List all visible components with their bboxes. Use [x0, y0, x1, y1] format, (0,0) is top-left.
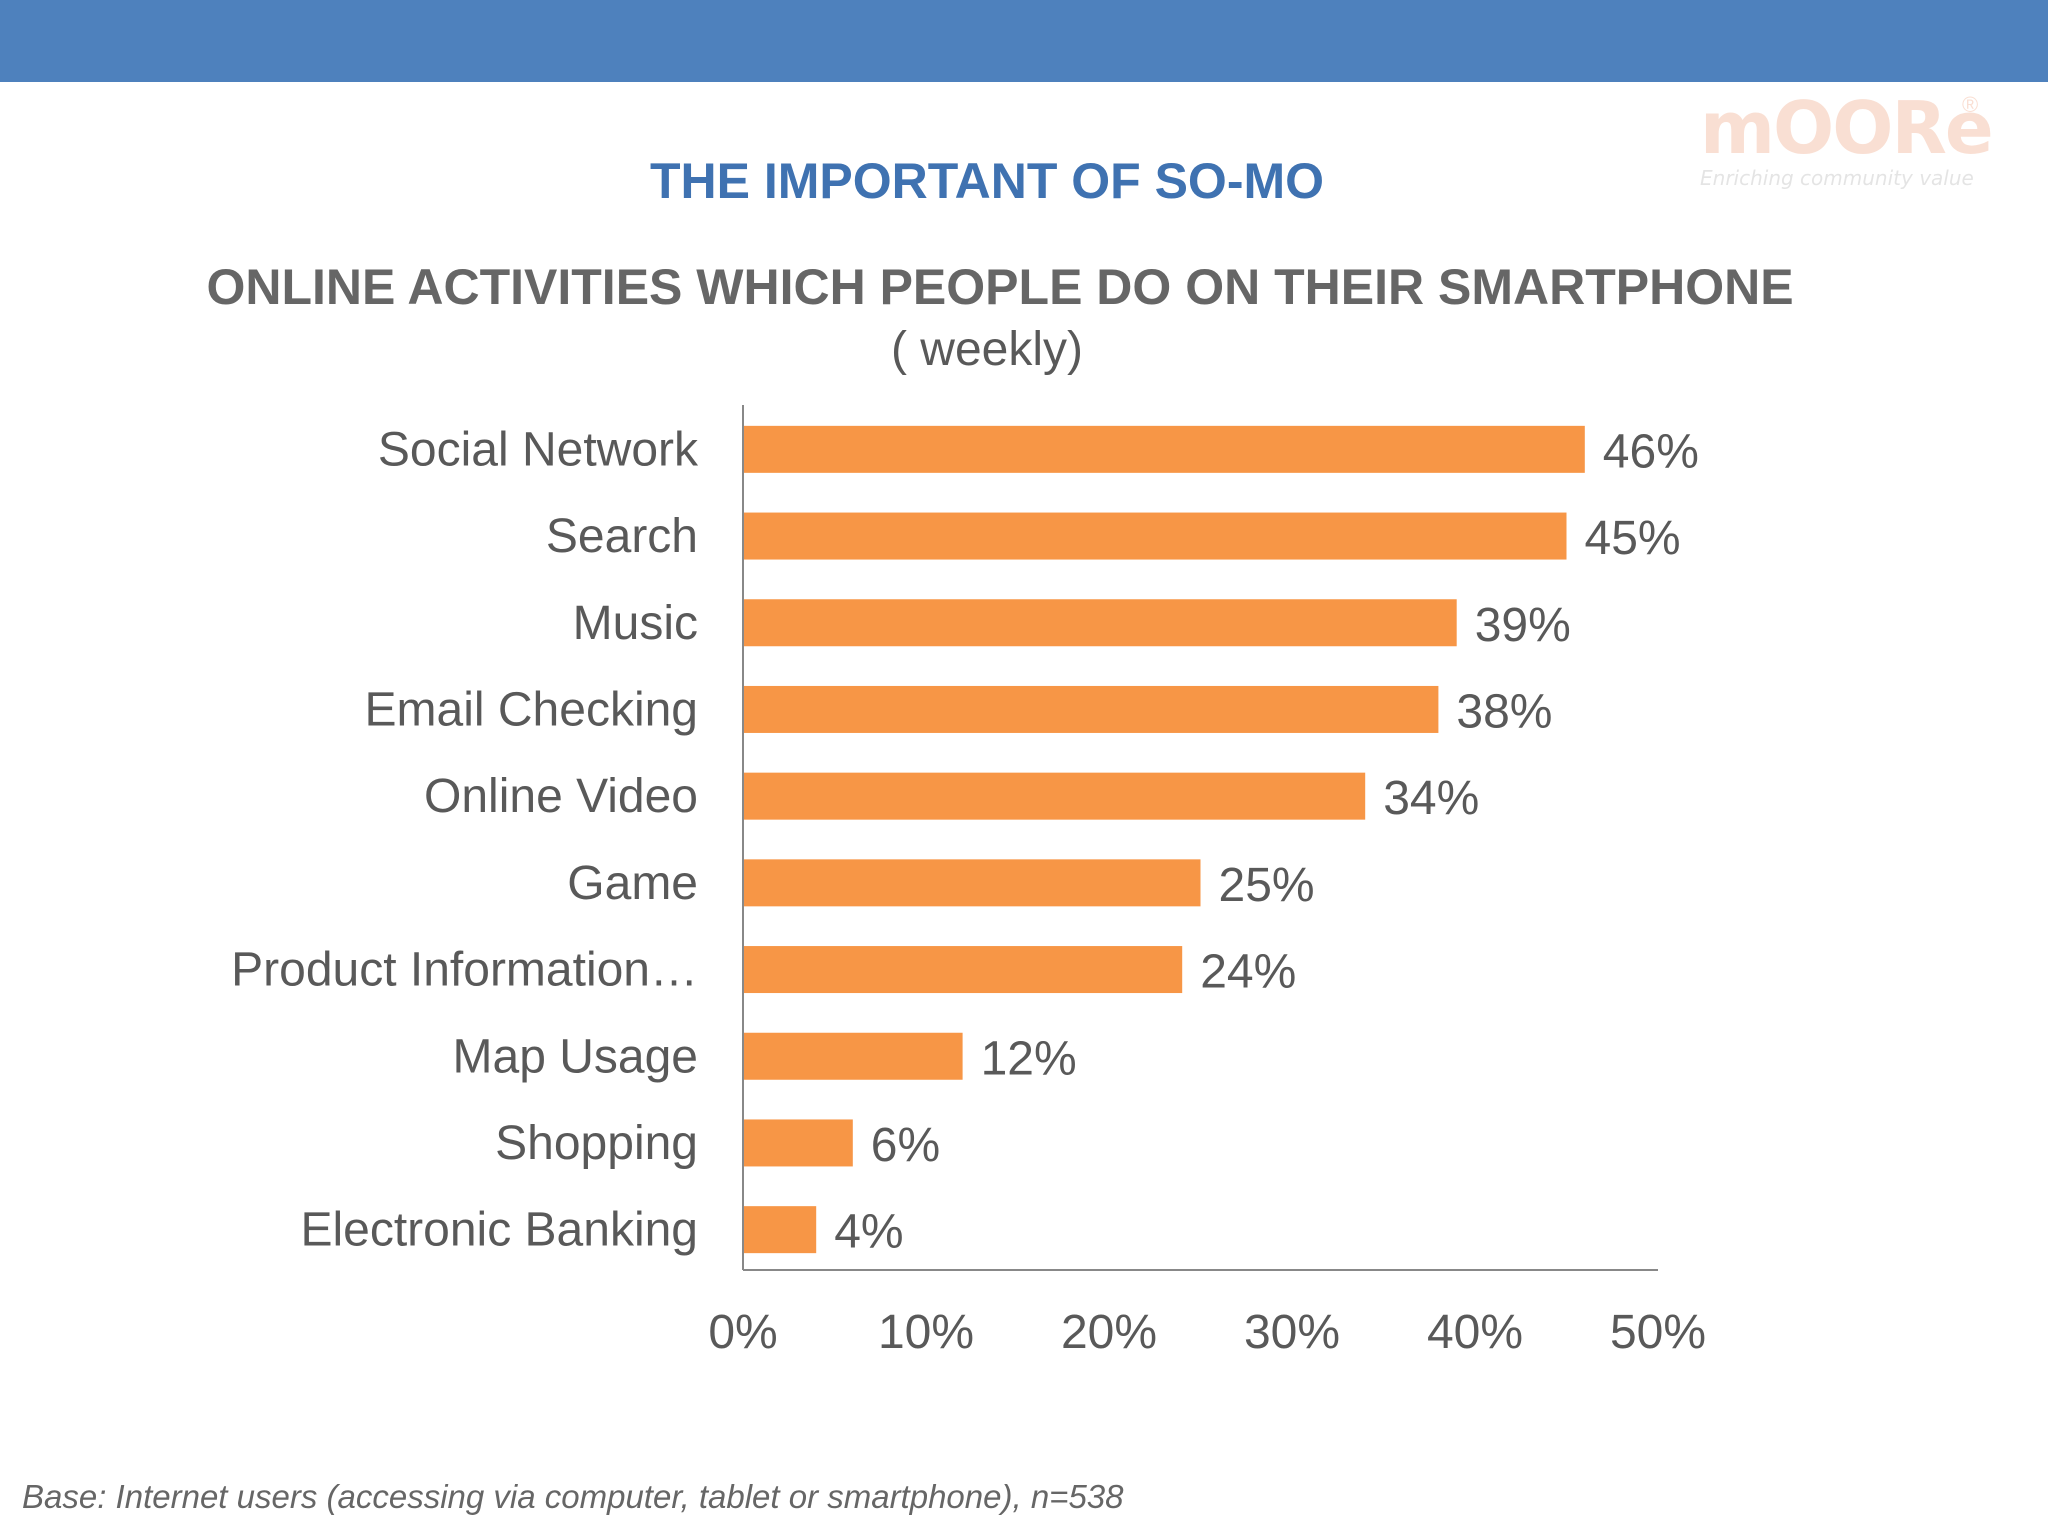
chart-title: ONLINE ACTIVITIES WHICH PEOPLE DO ON THE…	[206, 259, 1794, 315]
data-label-4: 34%	[1383, 772, 1479, 825]
x-tick-labels-layer: 0% 10% 20% 30% 40% 50%	[708, 1306, 1706, 1359]
bar-chart: Social Network Search Music Email Checking O…	[231, 405, 1706, 1359]
header-band	[0, 0, 2048, 82]
category-label-9: Electronic Banking	[300, 1204, 698, 1257]
data-label-7: 12%	[981, 1032, 1077, 1085]
slide-title: THE IMPORTANT OF SO-MO	[649, 153, 1325, 209]
bar-7	[743, 1032, 963, 1080]
registered-mark: ®	[1962, 92, 1979, 117]
data-label-3: 38%	[1456, 685, 1552, 738]
category-label-5: Game	[567, 857, 698, 910]
data-label-5: 25%	[1219, 859, 1315, 912]
bars-layer	[743, 425, 1585, 1254]
category-label-3: Email Checking	[365, 683, 698, 736]
logo-wordmark: mOORe	[1700, 86, 1994, 170]
data-label-9: 4%	[834, 1206, 903, 1259]
x-tick-label-2: 20%	[1061, 1306, 1157, 1359]
bar-2	[743, 599, 1457, 647]
data-label-8: 6%	[871, 1119, 940, 1172]
x-tick-label-0: 0%	[708, 1306, 777, 1359]
data-label-1: 45%	[1585, 512, 1681, 565]
category-labels-layer: Social Network Search Music Email Checking O…	[231, 423, 699, 1256]
bar-0	[743, 425, 1585, 473]
bar-4	[743, 772, 1366, 820]
chart-period-note: ( weekly)	[890, 323, 1084, 376]
bar-5	[743, 859, 1201, 907]
x-tick-label-4: 40%	[1427, 1306, 1523, 1359]
data-label-2: 39%	[1475, 599, 1571, 652]
bar-3	[743, 685, 1439, 733]
bar-6	[743, 946, 1183, 994]
category-label-2: Music	[573, 597, 698, 650]
header-band-fill	[0, 0, 2048, 82]
category-label-1: Search	[546, 510, 698, 563]
company-logo: mOORe ® Enriching community value	[1700, 92, 2000, 202]
category-label-8: Shopping	[495, 1117, 698, 1170]
bar-9	[743, 1206, 817, 1254]
data-label-0: 46%	[1603, 425, 1699, 478]
x-tick-label-1: 10%	[878, 1306, 974, 1359]
category-label-4: Online Video	[424, 770, 698, 823]
x-tick-label-5: 50%	[1610, 1306, 1706, 1359]
data-labels-layer: 46% 45% 39% 38% 34% 25% 24% 12% 6% 4%	[834, 425, 1699, 1258]
category-label-0: Social Network	[378, 423, 699, 476]
bar-1	[743, 512, 1567, 560]
category-label-6: Product Information…	[231, 944, 698, 997]
category-label-7: Map Usage	[453, 1030, 698, 1083]
bar-8	[743, 1119, 853, 1167]
x-tick-label-3: 30%	[1244, 1306, 1340, 1359]
logo-tagline: Enriching community value	[1700, 166, 1974, 190]
footnote: Base: Internet users (accessing via comp…	[22, 1478, 1124, 1515]
data-label-6: 24%	[1200, 946, 1296, 999]
